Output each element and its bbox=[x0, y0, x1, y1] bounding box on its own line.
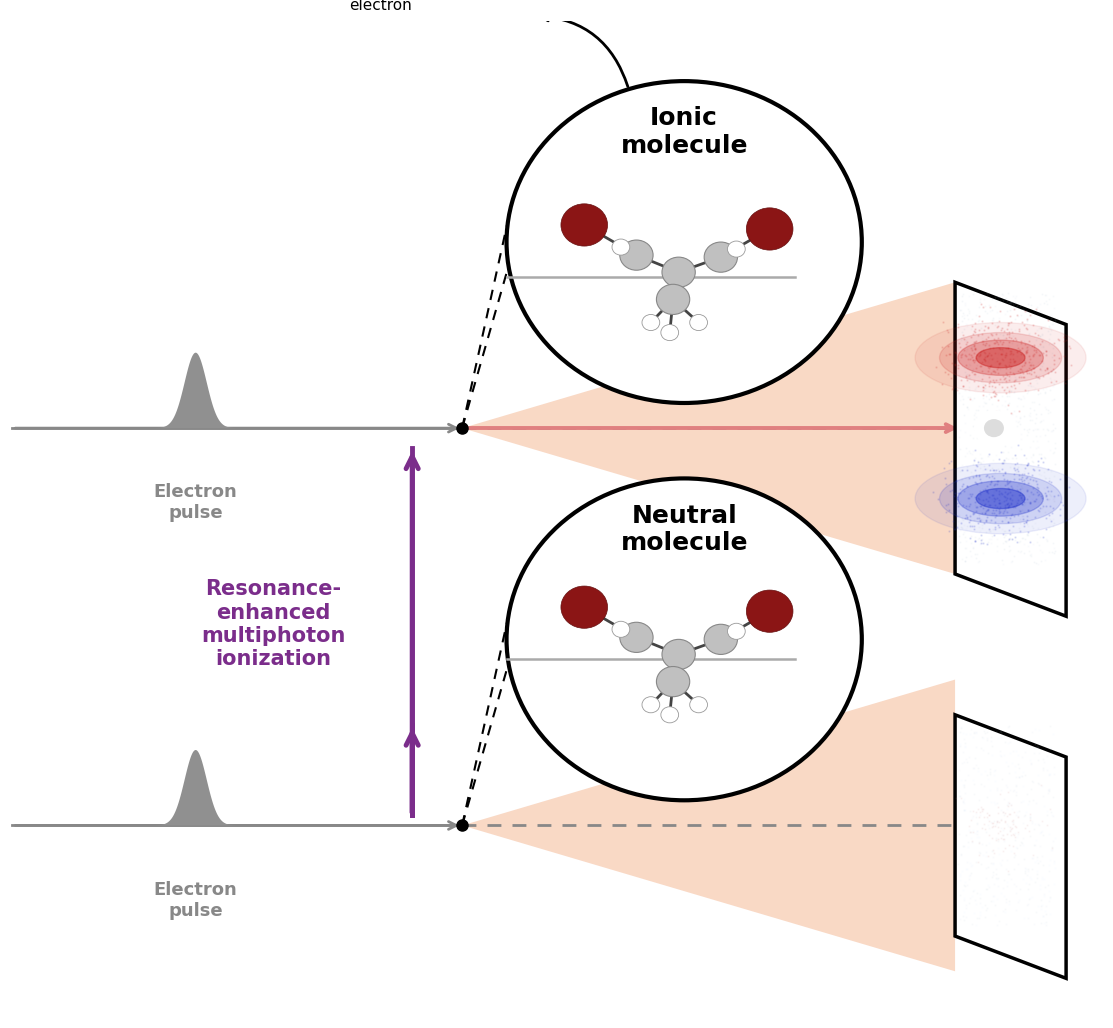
Ellipse shape bbox=[915, 323, 1086, 393]
Circle shape bbox=[690, 315, 708, 331]
Text: Resonance-
enhanced
multiphoton
ionization: Resonance- enhanced multiphoton ionizati… bbox=[201, 580, 345, 669]
Circle shape bbox=[747, 208, 792, 250]
Ellipse shape bbox=[939, 333, 1062, 382]
Text: Electron
pulse: Electron pulse bbox=[154, 483, 237, 522]
Circle shape bbox=[612, 240, 630, 255]
Circle shape bbox=[620, 240, 653, 270]
Circle shape bbox=[974, 410, 1014, 446]
Circle shape bbox=[506, 81, 861, 403]
Circle shape bbox=[561, 586, 608, 628]
Circle shape bbox=[984, 419, 1004, 437]
Circle shape bbox=[642, 697, 660, 712]
Text: electron: electron bbox=[349, 0, 412, 13]
Circle shape bbox=[561, 204, 608, 246]
Polygon shape bbox=[462, 283, 955, 574]
Polygon shape bbox=[955, 714, 1066, 979]
Ellipse shape bbox=[958, 340, 1043, 375]
Circle shape bbox=[612, 621, 630, 637]
Polygon shape bbox=[955, 283, 1066, 616]
Circle shape bbox=[661, 707, 679, 723]
Polygon shape bbox=[146, 353, 246, 428]
Polygon shape bbox=[146, 750, 246, 825]
Text: Ionic
molecule: Ionic molecule bbox=[620, 106, 748, 158]
Ellipse shape bbox=[958, 481, 1043, 516]
Circle shape bbox=[642, 315, 660, 331]
Ellipse shape bbox=[976, 488, 1025, 509]
Circle shape bbox=[661, 325, 679, 340]
Polygon shape bbox=[462, 680, 955, 971]
Circle shape bbox=[657, 666, 690, 697]
Ellipse shape bbox=[939, 474, 1062, 523]
Circle shape bbox=[657, 285, 690, 315]
Circle shape bbox=[620, 622, 653, 653]
Circle shape bbox=[747, 590, 792, 632]
Ellipse shape bbox=[976, 347, 1025, 368]
Circle shape bbox=[728, 623, 746, 639]
Circle shape bbox=[690, 697, 708, 712]
Circle shape bbox=[662, 257, 696, 287]
Circle shape bbox=[728, 241, 746, 257]
Text: Neutral
molecule: Neutral molecule bbox=[620, 504, 748, 555]
FancyArrowPatch shape bbox=[540, 12, 628, 86]
Circle shape bbox=[705, 242, 738, 272]
Text: Electron
pulse: Electron pulse bbox=[154, 881, 237, 920]
Circle shape bbox=[662, 639, 696, 669]
Circle shape bbox=[705, 624, 738, 655]
Ellipse shape bbox=[915, 464, 1086, 534]
Circle shape bbox=[506, 478, 861, 800]
